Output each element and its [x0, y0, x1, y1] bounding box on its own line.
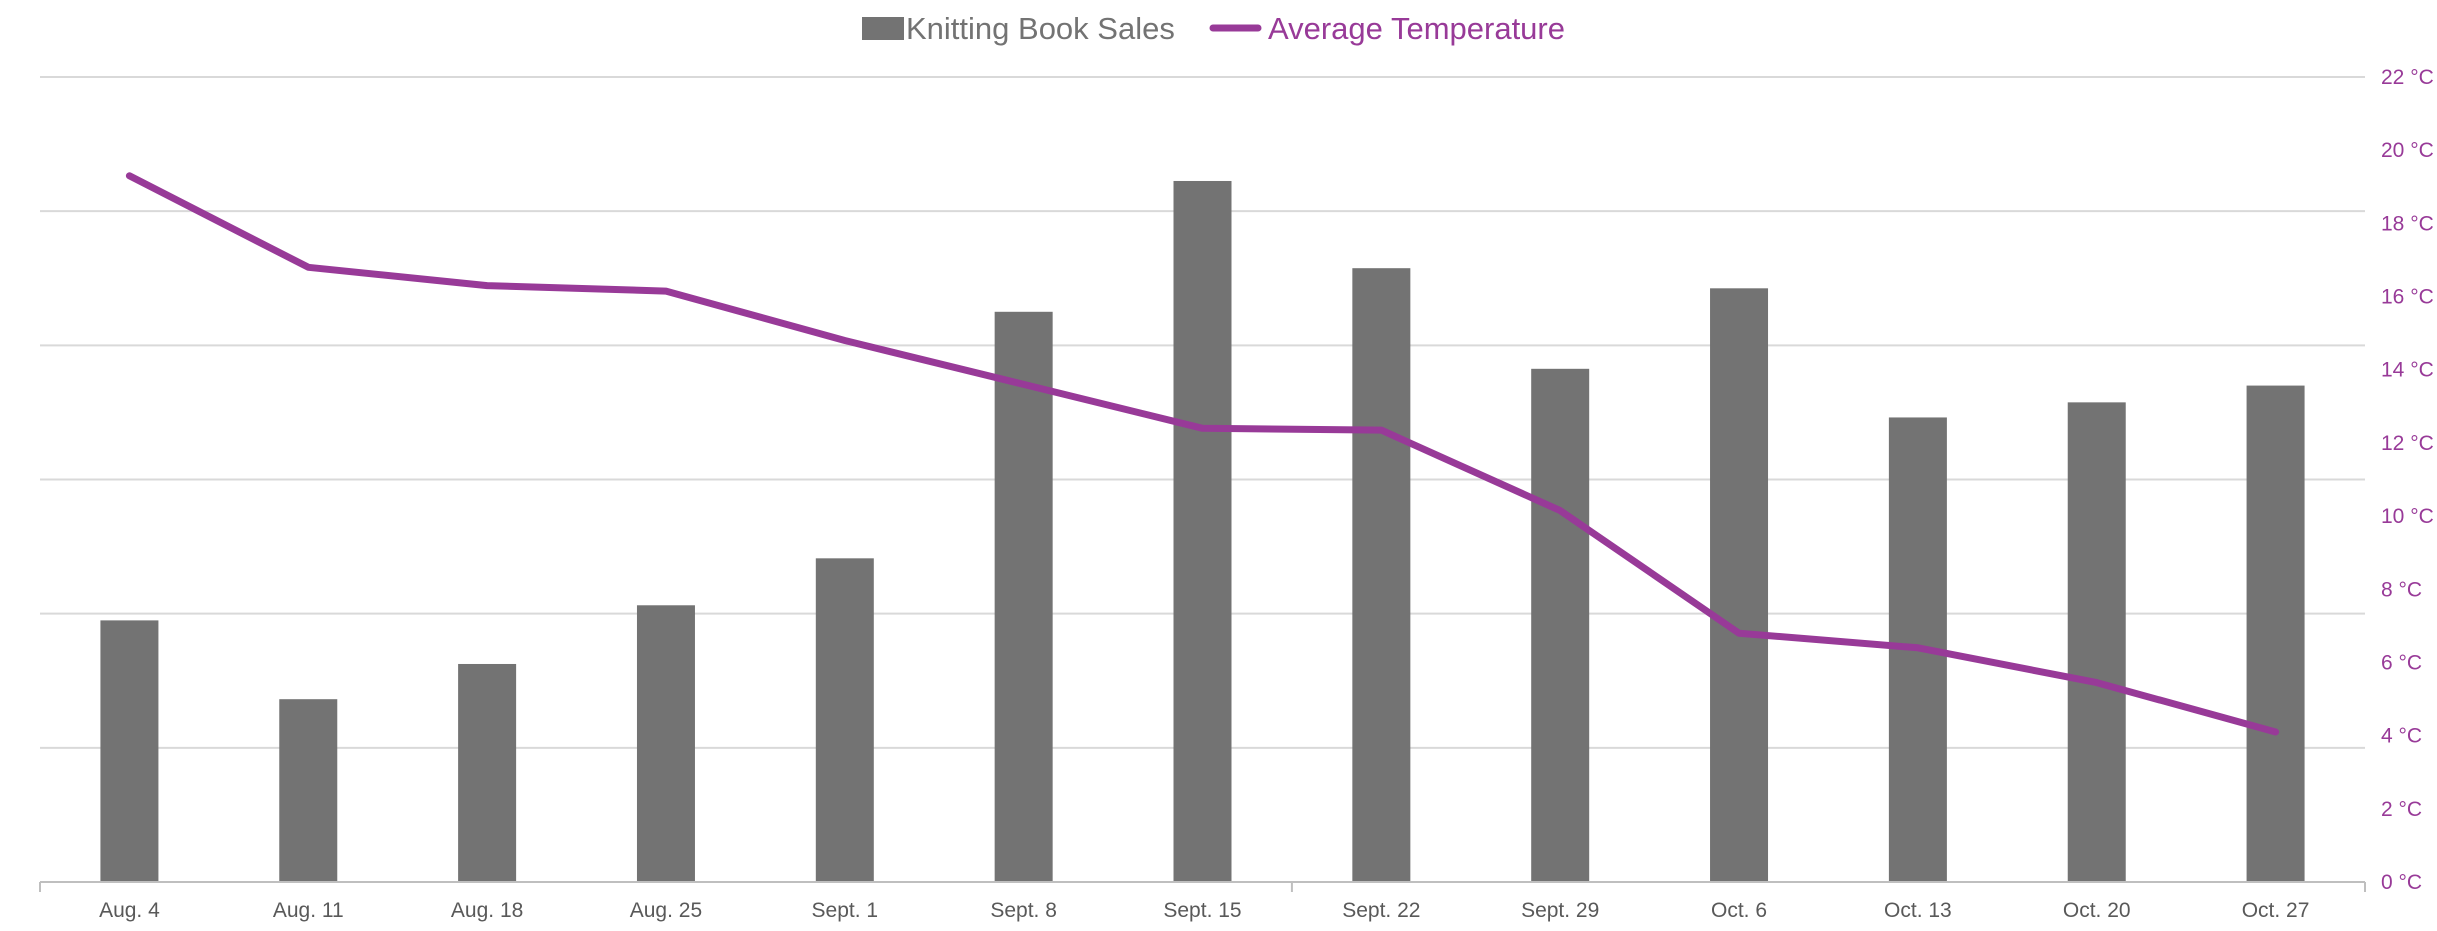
- y-right-tick-label: 14 °C: [2381, 359, 2434, 382]
- bar-aug-11: [279, 699, 338, 882]
- x-axis: Aug. 4 Aug. 11 Aug. 18 Aug. 25 Sept. 1 Sept. …: [39, 881, 2366, 922]
- bar-sept-22: [1352, 268, 1411, 882]
- bar-oct-20: [2067, 402, 2126, 882]
- bar-oct-27: [2246, 385, 2305, 882]
- bar-sept-1: [815, 558, 874, 882]
- x-tick-label: Oct. 6: [1711, 899, 1767, 922]
- bar-oct-6: [1710, 288, 1769, 882]
- y-right-tick-label: 16 °C: [2381, 286, 2434, 309]
- y-right-tick-label: 18 °C: [2381, 212, 2434, 235]
- y-right-tick-label: 20 °C: [2381, 139, 2434, 162]
- y-right-tick-label: 2 °C: [2381, 798, 2422, 821]
- x-tick-label: Oct. 27: [2242, 899, 2310, 922]
- line-series-average-temperature: [125, 172, 2280, 736]
- legend-swatch-knitting-book-sales: [862, 17, 904, 40]
- bar-sept-29: [1531, 368, 1590, 882]
- x-tick-label: Sept. 29: [1521, 899, 1599, 922]
- x-tick-label: Sept. 8: [990, 899, 1057, 922]
- y-right-tick-label: 12 °C: [2381, 432, 2434, 455]
- x-tick-label: Sept. 15: [1163, 899, 1241, 922]
- x-tick-label: Aug. 11: [273, 899, 344, 922]
- y-right-tick-label: 22 °C: [2381, 66, 2434, 89]
- bar-aug-25: [636, 605, 695, 882]
- bar-aug-4: [100, 620, 159, 882]
- y-right-tick-label: 8 °C: [2381, 578, 2422, 601]
- legend-label-average-temperature: Average Temperature: [1268, 11, 1565, 46]
- y-right-tick-label: 6 °C: [2381, 651, 2422, 674]
- legend-label-knitting-book-sales: Knitting Book Sales: [906, 11, 1175, 46]
- temperature-line: [125, 172, 2280, 736]
- y-axis-right: 0 °C 2 °C 4 °C 6 °C 8 °C 10 °C 12 °C 14 °C 16 °C…: [2381, 66, 2434, 894]
- bar-sept-8: [994, 311, 1053, 883]
- x-tick-label: Aug. 18: [451, 899, 523, 922]
- x-tick-label: Aug. 4: [99, 899, 160, 922]
- x-tick-label: Oct. 20: [2063, 899, 2131, 922]
- bar-aug-18: [458, 663, 517, 882]
- legend: Knitting Book Sales Average Temperature: [862, 11, 1565, 46]
- y-right-tick-label: 4 °C: [2381, 725, 2422, 748]
- x-tick-label: Oct. 13: [1884, 899, 1952, 922]
- y-right-tick-label: 10 °C: [2381, 505, 2434, 528]
- bar-series-knitting-book-sales: [100, 180, 2305, 883]
- bar-sept-15: [1173, 180, 1232, 882]
- x-tick-label: Sept. 1: [812, 899, 879, 922]
- x-tick-label: Aug. 25: [630, 899, 702, 922]
- y-right-tick-label: 0 °C: [2381, 871, 2422, 894]
- x-tick-label: Sept. 22: [1342, 899, 1420, 922]
